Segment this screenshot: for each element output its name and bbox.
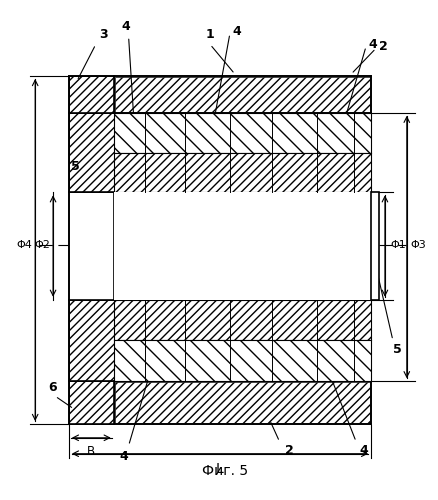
Bar [115, 382, 370, 423]
Bar [114, 152, 371, 192]
Text: Φ4: Φ4 [16, 240, 32, 250]
Bar [115, 77, 370, 112]
Text: Фиг. 5: Фиг. 5 [202, 464, 248, 477]
Text: B: B [87, 445, 95, 458]
Bar [69, 113, 114, 192]
Text: 2: 2 [379, 40, 388, 53]
Text: 6: 6 [49, 381, 57, 394]
Bar [69, 300, 114, 381]
Text: 4: 4 [359, 444, 368, 457]
Text: L: L [216, 462, 224, 475]
Text: 2: 2 [285, 444, 293, 457]
Bar [69, 76, 114, 113]
Bar [371, 192, 379, 300]
Text: Φ1: Φ1 [390, 240, 406, 250]
Bar [114, 340, 371, 381]
Text: 4: 4 [121, 20, 130, 34]
Bar [114, 76, 371, 113]
Bar [114, 113, 371, 152]
Bar [114, 300, 371, 341]
Bar [114, 381, 371, 424]
Bar [114, 192, 371, 300]
Text: 3: 3 [99, 28, 107, 42]
Bar [69, 381, 114, 424]
Text: Φ3: Φ3 [411, 240, 427, 250]
Text: 1: 1 [206, 28, 215, 42]
Text: Φ2: Φ2 [34, 240, 50, 250]
Bar [69, 76, 114, 424]
Text: 4: 4 [233, 25, 242, 38]
Text: 5: 5 [71, 160, 80, 173]
Text: 4: 4 [119, 450, 128, 462]
Text: 5: 5 [393, 344, 402, 356]
Text: 4: 4 [368, 38, 377, 51]
